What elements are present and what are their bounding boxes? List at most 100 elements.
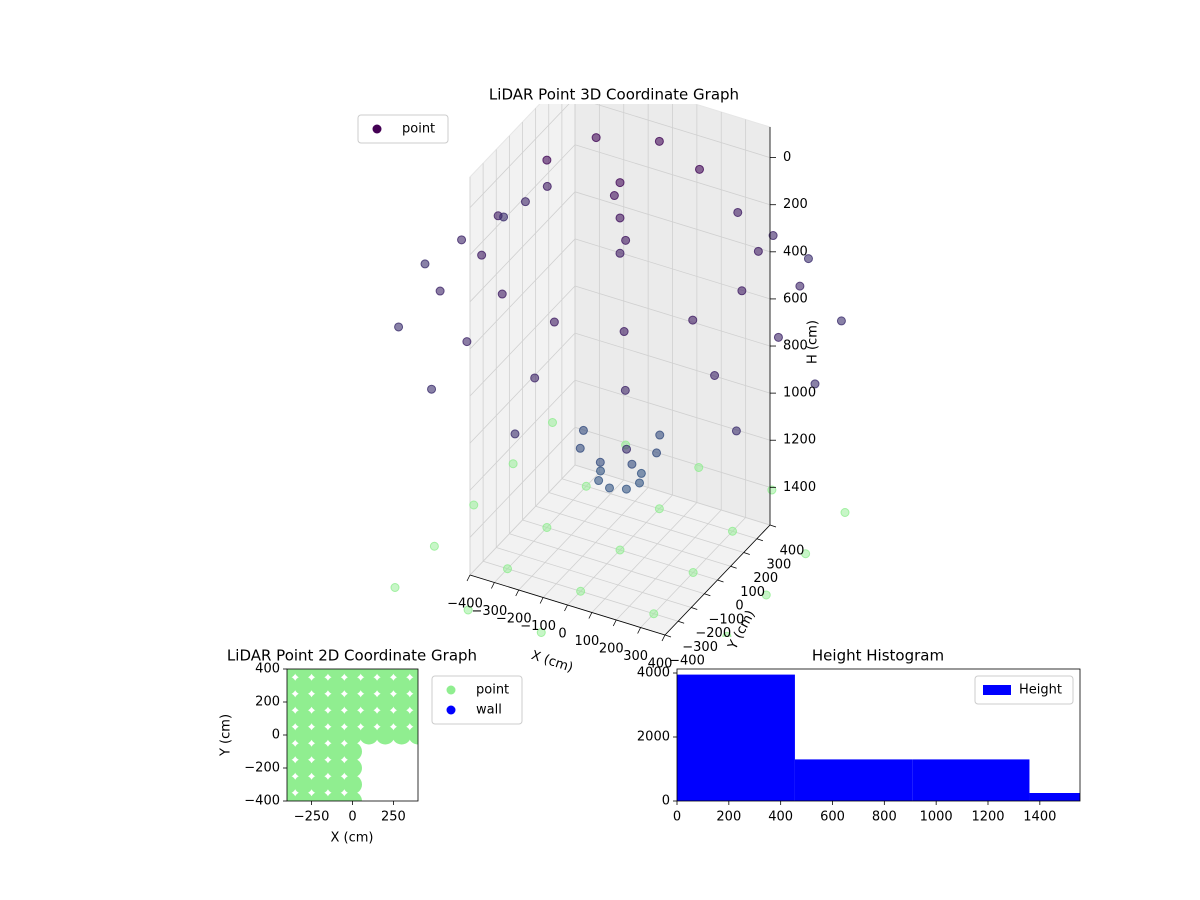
point <box>649 609 659 619</box>
grid-line <box>574 464 771 526</box>
point <box>710 371 720 381</box>
x-tick-label: 0 <box>558 627 566 642</box>
point <box>375 725 395 745</box>
point <box>343 709 362 728</box>
x-tick-label: 300 <box>623 649 648 664</box>
legend-label: wall <box>476 703 502 718</box>
point <box>469 500 479 510</box>
point <box>615 545 625 555</box>
point <box>326 725 346 745</box>
point <box>293 709 313 728</box>
point <box>343 775 362 794</box>
point <box>326 742 346 761</box>
point <box>310 676 330 695</box>
y-tick <box>717 579 724 583</box>
x-tick-label: −200 <box>496 612 532 627</box>
legend-swatch <box>983 685 1011 695</box>
point <box>326 676 346 695</box>
point <box>287 758 297 778</box>
legend-marker <box>446 705 456 715</box>
point <box>655 430 665 440</box>
point <box>548 418 557 427</box>
point <box>429 541 439 551</box>
point <box>408 709 418 728</box>
y-tick <box>704 593 711 597</box>
point <box>497 289 507 299</box>
y-tick-label: −400 <box>244 794 280 809</box>
point <box>695 164 704 174</box>
point <box>542 523 552 532</box>
point <box>287 791 297 801</box>
legend-label: Height <box>1019 683 1062 698</box>
point <box>654 136 664 146</box>
y-tick-label: 200 <box>255 695 280 710</box>
point <box>375 676 395 695</box>
chart-title: Height Histogram <box>812 647 944 665</box>
point <box>615 248 625 258</box>
x-tick-label: 200 <box>599 642 624 657</box>
bar <box>677 674 795 801</box>
x-tick <box>661 634 666 642</box>
point <box>343 758 362 778</box>
y-tick-label: 0 <box>662 794 670 809</box>
point <box>652 448 662 458</box>
x-tick-label: 400 <box>768 810 793 825</box>
x-tick-label: 1000 <box>920 810 953 825</box>
z-tick-label: 400 <box>783 244 808 259</box>
point <box>343 791 362 801</box>
y-tick-label: 100 <box>740 585 765 600</box>
point <box>728 526 737 536</box>
y-tick-label: 0 <box>735 599 743 614</box>
point <box>688 315 698 325</box>
grid-line <box>469 379 576 491</box>
point <box>636 468 646 478</box>
point <box>463 605 473 615</box>
points <box>287 669 418 801</box>
x-tick-label: 100 <box>574 634 599 649</box>
point <box>394 322 404 332</box>
z-tick-label: 1200 <box>783 433 816 448</box>
point <box>359 692 379 712</box>
point <box>293 758 313 778</box>
point <box>594 476 604 486</box>
x-tick-label: 600 <box>820 810 845 825</box>
point <box>575 443 585 453</box>
z-tick-label: 800 <box>783 339 808 354</box>
point <box>287 775 297 794</box>
point <box>694 463 704 472</box>
z-tick-label: 200 <box>783 197 808 212</box>
x-tick-label: 800 <box>872 810 897 825</box>
point <box>722 631 732 637</box>
point <box>591 133 601 143</box>
y-tick-label: 300 <box>766 557 791 572</box>
legend-label: point <box>476 683 509 698</box>
point <box>427 384 437 394</box>
point <box>343 742 362 761</box>
point <box>293 676 313 695</box>
point <box>619 327 629 337</box>
axes-3d: −400−300−200−100 0 100 200 300 400−400−300−20… <box>357 114 816 672</box>
point <box>375 709 395 728</box>
y-tick <box>743 552 750 555</box>
y-tick <box>756 538 764 542</box>
y-tick-label: 400 <box>255 662 280 677</box>
x-tick <box>539 597 544 604</box>
point <box>457 235 467 245</box>
x-tick-label: 0 <box>673 810 681 825</box>
point <box>408 676 418 695</box>
chart-title: LiDAR Point 2D Coordinate Graph <box>227 647 477 665</box>
point <box>392 709 412 728</box>
point <box>761 590 771 600</box>
point <box>622 444 632 454</box>
point <box>359 669 379 679</box>
y-tick <box>691 607 698 610</box>
chart-title: LiDAR Point 3D Coordinate Graph <box>489 86 739 104</box>
y-tick-label: −200 <box>244 761 280 776</box>
point <box>408 725 418 745</box>
bars <box>677 674 1080 801</box>
x-tick <box>588 612 593 619</box>
point <box>803 254 813 264</box>
point <box>293 669 313 679</box>
point <box>520 197 530 207</box>
